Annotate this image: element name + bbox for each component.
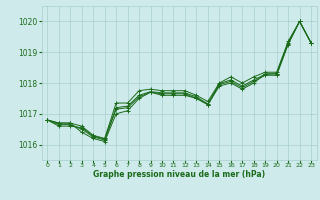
X-axis label: Graphe pression niveau de la mer (hPa): Graphe pression niveau de la mer (hPa) (93, 170, 265, 179)
